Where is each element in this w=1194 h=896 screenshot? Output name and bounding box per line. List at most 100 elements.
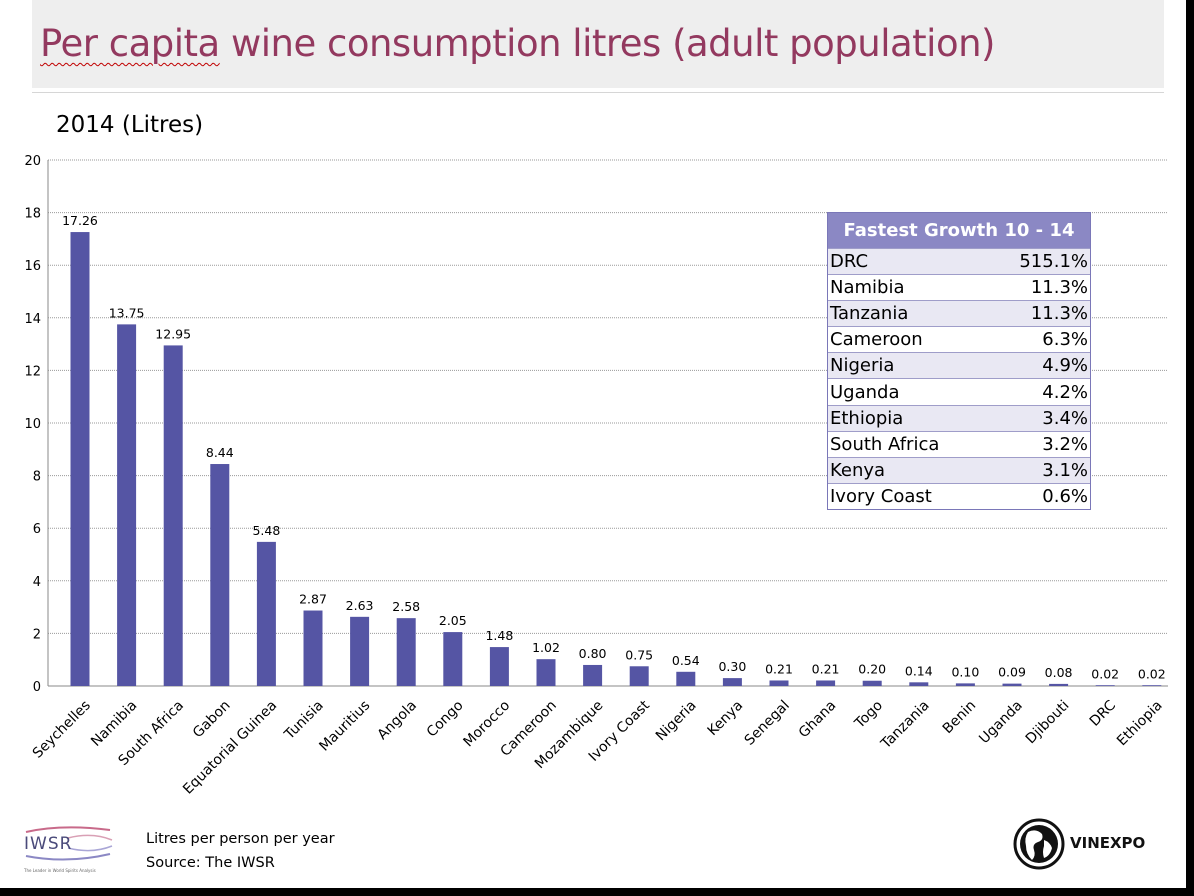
x-tick-label: Mauritius xyxy=(316,698,373,755)
bar xyxy=(210,464,230,686)
growth-value: 0.6% xyxy=(1042,485,1088,507)
growth-country: Ivory Coast xyxy=(830,485,932,507)
x-tick-label: Seychelles xyxy=(30,698,94,762)
growth-country: Uganda xyxy=(830,381,900,403)
fastest-growth-header: Fastest Growth 10 - 14 xyxy=(828,213,1090,248)
title-divider xyxy=(32,92,1164,93)
y-tick-label: 14 xyxy=(24,312,41,327)
data-label: 0.02 xyxy=(1091,666,1119,681)
data-label: 2.63 xyxy=(346,598,374,613)
bar xyxy=(396,618,416,686)
growth-value: 6.3% xyxy=(1042,329,1088,351)
iwsr-logo-text: IWSR xyxy=(24,834,72,854)
fastest-growth-table: Fastest Growth 10 - 14 DRC 515.1% Namibia 1… xyxy=(827,212,1091,510)
footer-source: Source: The IWSR xyxy=(146,855,275,871)
growth-value: 3.4% xyxy=(1042,407,1088,429)
y-tick-label: 10 xyxy=(24,417,41,432)
data-label: 0.08 xyxy=(1045,665,1073,680)
growth-row: Uganda 4.2% xyxy=(828,378,1090,405)
data-label: 0.02 xyxy=(1138,666,1166,681)
vinexpo-logo-text: VINEXPO xyxy=(1070,834,1146,852)
bar xyxy=(1049,683,1069,686)
growth-row: Kenya 3.1% xyxy=(828,456,1090,483)
footer-note: Litres per person per year Source: The I… xyxy=(146,827,335,875)
data-label: 2.05 xyxy=(439,613,467,628)
y-tick-label: 6 xyxy=(33,522,41,537)
bar xyxy=(1142,685,1162,686)
growth-value: 4.9% xyxy=(1042,355,1088,377)
bar-chart: 0 2 4 6 8 10 12 14 16 18 20 17.26 Seychelles 13.75 Nam… xyxy=(24,154,1168,798)
bar xyxy=(536,659,556,686)
growth-row: Cameroon 6.3% xyxy=(828,326,1090,353)
fastest-growth-rows: DRC 515.1% Namibia 11.3% Tanzania 11.3% Camero… xyxy=(828,248,1090,509)
y-tick-label: 8 xyxy=(33,470,41,485)
growth-row: Namibia 11.3% xyxy=(828,274,1090,301)
data-label: 0.21 xyxy=(765,661,793,676)
growth-value: 3.1% xyxy=(1042,459,1088,481)
growth-country: Tanzania xyxy=(830,303,909,325)
growth-row: Tanzania 11.3% xyxy=(828,300,1090,327)
bar xyxy=(117,324,137,686)
bar xyxy=(769,680,789,686)
data-label: 2.58 xyxy=(392,599,420,614)
frame-border-bottom xyxy=(0,888,1194,896)
growth-country: Ethiopia xyxy=(830,407,904,429)
bar xyxy=(862,680,882,686)
growth-row: Ivory Coast 0.6% xyxy=(828,482,1090,509)
x-tick-label: Benin xyxy=(940,698,979,737)
bar xyxy=(816,680,836,686)
growth-value: 11.3% xyxy=(1030,303,1088,325)
iwsr-logo: IWSR The Leader in World Spirits Analysi… xyxy=(23,826,113,873)
bar xyxy=(1002,683,1022,686)
growth-value: 11.3% xyxy=(1030,277,1088,299)
growth-country: Cameroon xyxy=(830,329,923,351)
bar xyxy=(1095,685,1115,686)
y-tick-label: 18 xyxy=(24,207,41,222)
growth-country: Kenya xyxy=(830,459,886,481)
bar xyxy=(443,632,463,686)
iwsr-logo-tagline: The Leader in World Spirits Analysis xyxy=(23,868,96,873)
data-label: 1.48 xyxy=(485,628,513,643)
bar xyxy=(163,345,183,686)
data-label: 0.14 xyxy=(905,663,933,678)
data-label: 0.20 xyxy=(858,662,886,677)
bar xyxy=(489,647,509,686)
growth-row: DRC 515.1% xyxy=(828,248,1090,275)
y-tick-label: 12 xyxy=(24,364,41,379)
data-label: 0.54 xyxy=(672,653,700,668)
bar xyxy=(909,682,929,686)
bar xyxy=(722,678,742,686)
growth-value: 3.2% xyxy=(1042,433,1088,455)
growth-country: South Africa xyxy=(830,433,940,455)
title-band xyxy=(32,0,1164,88)
page-title-part1: Per capita xyxy=(40,22,220,65)
bar xyxy=(350,616,370,686)
growth-country: Namibia xyxy=(830,277,905,299)
data-label: 12.95 xyxy=(155,326,191,341)
data-label: 13.75 xyxy=(109,305,145,320)
bar xyxy=(583,664,603,686)
growth-value: 4.2% xyxy=(1042,381,1088,403)
y-tick-label: 2 xyxy=(33,627,41,642)
page-title: Per capita wine consumption litres (adul… xyxy=(40,22,996,65)
x-tick-label: DRC xyxy=(1087,697,1119,729)
growth-row: South Africa 3.2% xyxy=(828,430,1090,457)
bar xyxy=(70,232,90,686)
y-tick-label: 16 xyxy=(24,259,41,274)
page-title-part2: wine consumption litres (adult populatio… xyxy=(219,22,996,65)
x-tick-label: Kenya xyxy=(705,698,747,740)
data-label: 0.75 xyxy=(625,647,653,662)
vinexpo-globe-icon xyxy=(1013,818,1065,870)
data-label: 1.02 xyxy=(532,640,560,655)
x-tick-label: Congo xyxy=(424,698,467,741)
data-label: 0.10 xyxy=(951,664,979,679)
x-tick-label: Togo xyxy=(851,698,886,733)
y-tick-label: 20 xyxy=(24,154,41,169)
x-tick-label: Nigeria xyxy=(653,698,700,745)
bar xyxy=(303,610,323,686)
growth-country: Nigeria xyxy=(830,355,895,377)
bar xyxy=(629,666,649,686)
frame-border-right xyxy=(1186,0,1194,896)
x-tick-label: Senegal xyxy=(742,698,793,749)
x-tick-label: Angola xyxy=(375,698,421,744)
